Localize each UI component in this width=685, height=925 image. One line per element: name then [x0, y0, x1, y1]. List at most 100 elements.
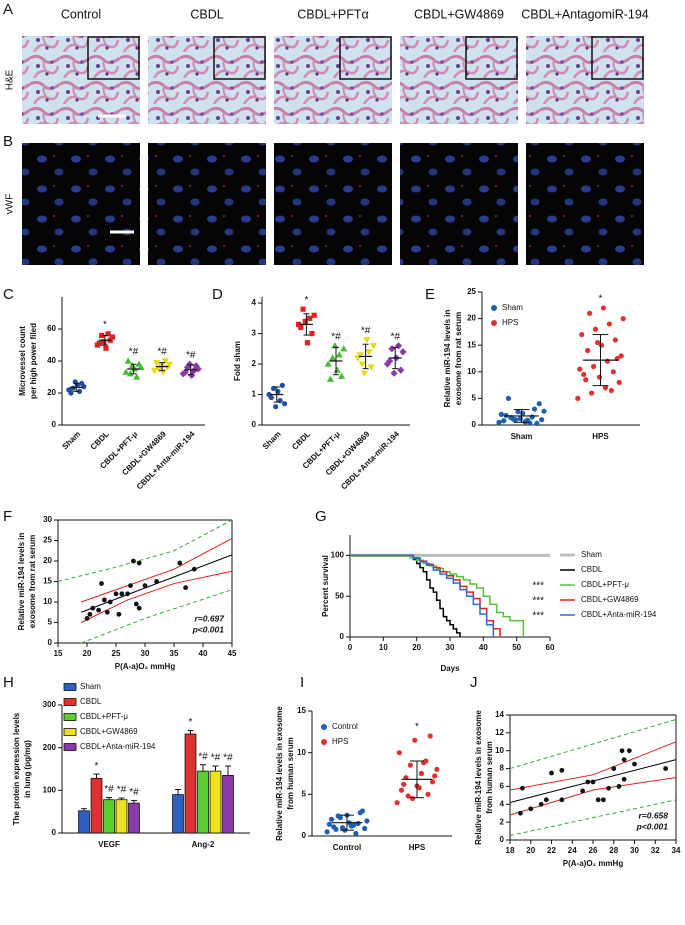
- fit-line: [80, 570, 233, 623]
- data-point: [124, 357, 132, 364]
- significance-label: *#: [129, 787, 139, 798]
- y-tick-label: 20: [47, 388, 56, 397]
- data-point: [273, 404, 279, 410]
- significance-label: *#: [211, 753, 221, 764]
- micrograph: [148, 36, 266, 124]
- significance-label: *: [189, 717, 193, 728]
- data-point: [365, 349, 373, 356]
- micrograph: [400, 36, 518, 124]
- significance-label: *#: [223, 753, 233, 764]
- data-point: [324, 360, 332, 367]
- x-tick-label: HPS: [409, 843, 426, 852]
- statistic: r=0.658: [638, 810, 668, 820]
- micrograph-panels: A B Control CBDL CBDL+PFTα CBDL+GW4869 C…: [3, 1, 649, 265]
- data-point: [300, 306, 306, 312]
- data-point: [529, 414, 535, 420]
- significance-label: *: [599, 294, 603, 305]
- data-point: [619, 748, 625, 754]
- data-point: [401, 781, 407, 787]
- significance-label: ***: [532, 581, 544, 592]
- data-point: [621, 757, 627, 763]
- y-axis-label: per high power filed: [29, 323, 38, 399]
- y-tick-label: 4: [500, 799, 505, 808]
- x-tick-label: 20: [526, 846, 535, 855]
- y-tick-label: 20: [43, 556, 52, 565]
- data-point: [600, 797, 606, 803]
- data-point: [610, 369, 616, 375]
- x-tick-label: 28: [609, 846, 618, 855]
- y-tick-label: 15: [297, 706, 306, 715]
- micrograph: [148, 143, 266, 265]
- micrograph: [22, 143, 140, 265]
- data-point: [142, 583, 148, 588]
- data-point: [155, 366, 163, 373]
- data-point: [543, 797, 549, 803]
- data-point: [364, 818, 370, 824]
- data-point: [68, 390, 74, 396]
- y-tick-label: 300: [43, 700, 57, 709]
- y-tick-label: 0: [252, 420, 257, 429]
- legend-label: CBDL+Anta-miR-194: [80, 742, 156, 751]
- y-tick-label: 0: [340, 632, 345, 641]
- x-tick-label: Ang-2: [192, 840, 215, 849]
- data-point: [531, 406, 538, 412]
- data-point: [281, 401, 288, 407]
- data-point: [337, 372, 346, 379]
- significance-label: *: [304, 295, 308, 306]
- column-label: CBDL+AntagomiR-194: [521, 7, 649, 21]
- x-tick-label: CBDL: [290, 429, 312, 451]
- data-point: [663, 766, 669, 771]
- data-point: [606, 785, 611, 791]
- data-point: [369, 343, 377, 350]
- statistic: p<0.001: [192, 624, 225, 634]
- x-axis-label: Days: [440, 664, 460, 673]
- data-point: [367, 364, 375, 371]
- data-point: [590, 779, 596, 785]
- data-point: [498, 411, 504, 417]
- micrograph: [526, 36, 644, 124]
- data-point: [104, 609, 110, 615]
- y-tick-label: 5: [472, 394, 477, 403]
- data-point: [76, 388, 83, 394]
- y-tick-label: 10: [467, 367, 476, 376]
- y-tick-label: 0: [48, 638, 53, 647]
- statistic: r=0.697: [194, 613, 225, 623]
- data-point: [517, 810, 523, 816]
- y-axis-label: in lung (pg/mg): [23, 740, 32, 798]
- data-point: [191, 566, 197, 572]
- data-point: [298, 324, 304, 331]
- legend-label: Sham: [502, 303, 523, 312]
- fit-line: [509, 741, 677, 791]
- x-tick-label: Control: [333, 843, 361, 852]
- y-tick-label: 0: [52, 420, 57, 429]
- data-point: [159, 369, 167, 376]
- data-point: [136, 605, 142, 611]
- significance-label: *#: [186, 350, 196, 361]
- significance-label: *#: [157, 347, 167, 358]
- y-tick-label: 4: [252, 298, 257, 307]
- y-tick-label: 100: [43, 785, 57, 794]
- x-tick-label: Sham: [60, 430, 82, 452]
- y-tick-label: 15: [467, 340, 476, 349]
- data-point: [539, 417, 545, 423]
- y-tick-label: 5: [302, 789, 307, 798]
- data-point: [618, 353, 624, 359]
- x-tick-label: 0: [348, 643, 353, 652]
- data-point: [311, 312, 317, 318]
- panel-label: C: [3, 286, 14, 303]
- data-point: [326, 821, 332, 827]
- data-point: [412, 737, 418, 743]
- legend-swatch: [63, 728, 77, 736]
- data-point: [177, 560, 183, 566]
- legend-label: Sham: [80, 682, 101, 691]
- panel-label: H: [3, 674, 14, 691]
- data-point: [362, 825, 368, 832]
- data-point: [358, 361, 366, 368]
- data-point: [307, 315, 313, 321]
- y-axis-label: Microvessel count: [18, 326, 27, 396]
- data-point: [136, 560, 142, 566]
- data-point: [99, 332, 105, 338]
- panel-label: B: [3, 133, 13, 150]
- panel-label: I: [300, 674, 304, 691]
- data-point: [407, 762, 413, 768]
